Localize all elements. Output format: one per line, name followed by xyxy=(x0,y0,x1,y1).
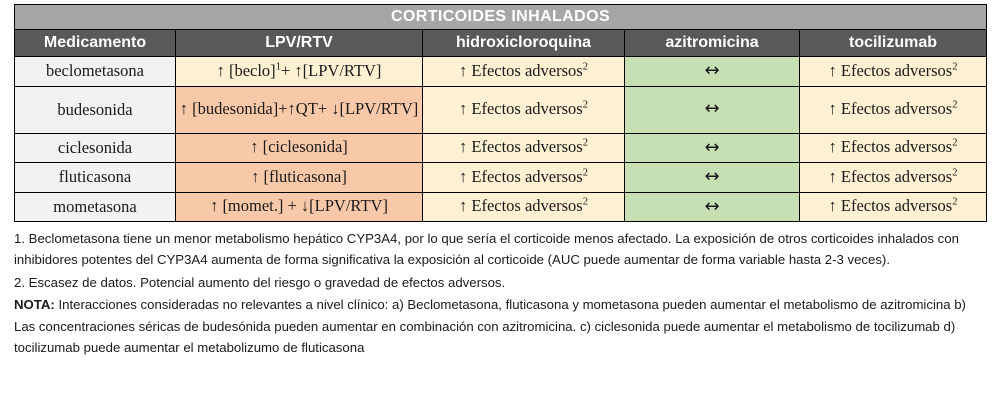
table-row: mometasona ↑ [momet.] + ↓[LPV/RTV] ↑ Efe… xyxy=(14,191,987,222)
cell-hidroxicloroquina: ↑ Efectos adversos2 xyxy=(422,85,625,134)
cell-azitromicina: ↔ xyxy=(624,85,800,134)
footnote-marker: 2 xyxy=(582,99,588,111)
table-row: beclometasona ↑ [beclo]1+ ↑[LPV/RTV] ↑ E… xyxy=(14,56,987,87)
cell-tocilizumab: ↑ Efectos adversos2 xyxy=(799,85,987,134)
cell-medicamento: budesonida xyxy=(14,85,176,134)
footnote-marker: 2 xyxy=(952,196,958,208)
column-header-medicamento: Medicamento xyxy=(14,29,176,57)
nota-label: NOTA: xyxy=(14,297,55,313)
footnotes-block: 1. Beclometasona tiene un menor metaboli… xyxy=(14,228,986,358)
cell-azitromicina: ↔ xyxy=(624,132,800,163)
cell-azitromicina: ↔ xyxy=(624,162,800,193)
column-header-lpv-rtv: LPV/RTV xyxy=(175,29,423,57)
cell-text: ↑ Efectos adversos xyxy=(828,99,953,119)
cell-medicamento: fluticasona xyxy=(14,162,176,193)
cell-tocilizumab: ↑ Efectos adversos2 xyxy=(799,162,987,193)
cell-text: ↑ [beclo] xyxy=(216,60,276,80)
cell-tocilizumab: ↑ Efectos adversos2 xyxy=(799,191,987,222)
cell-hidroxicloroquina: ↑ Efectos adversos2 xyxy=(422,132,625,163)
cell-medicamento: beclometasona xyxy=(14,56,176,87)
footnote-2: 2. Escasez de datos. Potencial aumento d… xyxy=(14,274,506,290)
cell-medicamento: mometasona xyxy=(14,191,176,222)
table-title: CORTICOIDES INHALADOS xyxy=(14,4,987,30)
cell-hidroxicloroquina: ↑ Efectos adversos2 xyxy=(422,162,625,193)
footnote-marker: 2 xyxy=(952,137,958,149)
cell-tocilizumab: ↑ Efectos adversos2 xyxy=(799,56,987,87)
cell-text: ↑ Efectos adversos xyxy=(828,60,953,80)
column-header-tocilizumab: tocilizumab xyxy=(799,29,987,57)
table-row: budesonida ↑ [budesonida]+↑QT+ ↓[LPV/RTV… xyxy=(14,85,987,134)
cell-text: ↑ Efectos adversos xyxy=(828,166,953,186)
footnote-marker: 2 xyxy=(952,167,958,179)
cell-hidroxicloroquina: ↑ Efectos adversos2 xyxy=(422,56,625,87)
cell-azitromicina: ↔ xyxy=(624,56,800,87)
cell-text: ↑ Efectos adversos xyxy=(828,137,953,157)
footnote-marker: 1 xyxy=(275,61,281,73)
footnote-marker: 2 xyxy=(582,137,588,149)
cell-lpv-rtv: ↑ [budesonida]+↑QT+ ↓[LPV/RTV] xyxy=(175,85,423,134)
footnote-marker: 2 xyxy=(582,196,588,208)
cell-text: ↑ Efectos adversos xyxy=(459,196,583,216)
no-interaction-icon: ↔ xyxy=(704,166,720,187)
drug-interaction-table: CORTICOIDES INHALADOS Medicamento LPV/RT… xyxy=(14,4,987,222)
footnote-marker: 2 xyxy=(582,167,588,179)
cell-text-tail: + ↑[LPV/RTV] xyxy=(280,60,382,80)
footnote-marker: 2 xyxy=(952,99,958,111)
cell-azitromicina: ↔ xyxy=(624,191,800,222)
nota-body: Interacciones consideradas no relevantes… xyxy=(14,297,966,355)
footnote-marker: 2 xyxy=(952,61,958,73)
cell-text: ↑ Efectos adversos xyxy=(459,99,583,119)
cell-text: ↑ Efectos adversos xyxy=(828,196,953,216)
cell-text: ↑ [budesonida]+↑QT+ ↓[LPV/RTV] xyxy=(179,99,419,119)
cell-lpv-rtv: ↑ [beclo]1+ ↑[LPV/RTV] xyxy=(175,56,423,87)
column-header-hidroxicloroquina: hidroxicloroquina xyxy=(422,29,625,57)
cell-text: ↑ Efectos adversos xyxy=(459,60,583,80)
cell-text: ↑ [ciclesonida] xyxy=(250,137,348,157)
no-interaction-icon: ↔ xyxy=(704,136,720,158)
table-title-row: CORTICOIDES INHALADOS xyxy=(14,4,987,30)
footnote-nota: NOTA: Interacciones consideradas no rele… xyxy=(14,294,986,358)
no-interaction-icon: ↔ xyxy=(704,98,720,120)
cell-lpv-rtv: ↑ [fluticasona] xyxy=(175,162,423,193)
no-interaction-icon: ↔ xyxy=(704,195,720,217)
cell-medicamento: ciclesonida xyxy=(14,132,176,163)
table-header-row: Medicamento LPV/RTV hidroxicloroquina az… xyxy=(14,29,987,57)
cell-text: ↑ [momet.] + ↓[LPV/RTV] xyxy=(210,196,388,216)
footnote-marker: 2 xyxy=(582,61,588,73)
cell-text: ↑ Efectos adversos xyxy=(459,166,583,186)
table-row: ciclesonida ↑ [ciclesonida] ↑ Efectos ad… xyxy=(14,132,987,163)
footnote-1: 1. Beclometasona tiene un menor metaboli… xyxy=(14,231,959,268)
cell-hidroxicloroquina: ↑ Efectos adversos2 xyxy=(422,191,625,222)
cell-text: ↑ Efectos adversos xyxy=(459,137,583,157)
cell-text: ↑ [fluticasona] xyxy=(251,166,347,186)
cell-lpv-rtv: ↑ [momet.] + ↓[LPV/RTV] xyxy=(175,191,423,222)
column-header-azitromicina: azitromicina xyxy=(624,29,800,57)
table-row: fluticasona ↑ [fluticasona] ↑ Efectos ad… xyxy=(14,162,987,193)
no-interaction-icon: ↔ xyxy=(704,60,720,81)
cell-lpv-rtv: ↑ [ciclesonida] xyxy=(175,132,423,163)
cell-tocilizumab: ↑ Efectos adversos2 xyxy=(799,132,987,163)
